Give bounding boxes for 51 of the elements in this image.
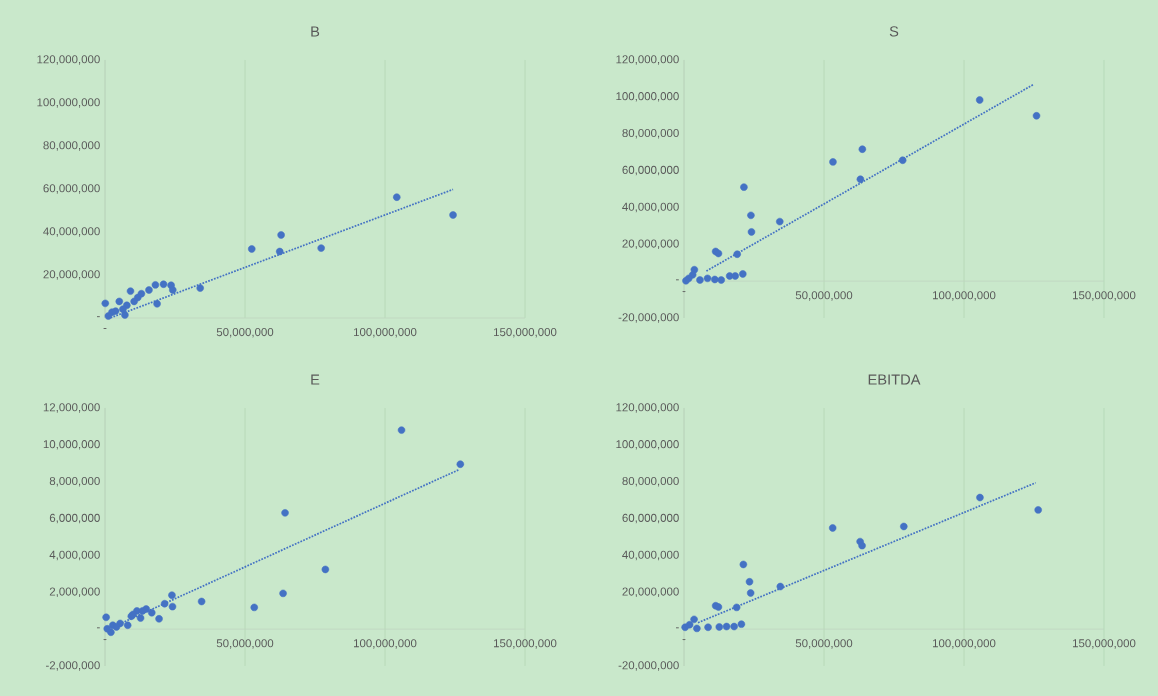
chart-title: B <box>311 26 320 37</box>
y-tick-label: -20,000,000 <box>618 661 679 671</box>
y-tick-label: 80,000,000 <box>622 128 679 139</box>
y-tick-label: 8,000,000 <box>49 476 100 487</box>
y-tick-label: 60,000,000 <box>622 513 679 524</box>
y-tick-label: 120,000,000 <box>616 55 679 65</box>
y-tick-label: -20,000,000 <box>618 313 679 323</box>
y-tick-label: 4,000,000 <box>49 550 100 561</box>
y-tick-label: - <box>96 627 100 629</box>
x-tick-label: - <box>103 328 107 329</box>
y-tick-label: 10,000,000 <box>43 440 100 450</box>
chart-title: S <box>889 26 899 37</box>
y-tick-label: 20,000,000 <box>622 239 679 250</box>
x-tick-label: 50,000,000 <box>216 639 274 649</box>
chart-title: EBITDA <box>868 374 921 385</box>
x-tick-label: 50,000,000 <box>795 291 853 301</box>
x-tick-label: 100,000,000 <box>354 639 417 649</box>
y-tick-label: 100,000,000 <box>616 92 679 102</box>
x-tick-label: 100,000,000 <box>354 328 417 338</box>
y-tick-label: 20,000,000 <box>622 587 679 597</box>
y-tick-label: 80,000,000 <box>43 141 100 151</box>
x-tick-label: - <box>682 639 686 641</box>
x-tick-label: 150,000,000 <box>1072 291 1136 301</box>
y-tick-label: 120,000,000 <box>616 403 679 413</box>
y-tick-label: 100,000,000 <box>37 98 100 108</box>
x-tick-label: 100,000,000 <box>932 639 996 649</box>
y-tick-label: 80,000,000 <box>622 476 679 487</box>
y-tick-label: 2,000,000 <box>49 587 100 597</box>
y-tick-label: -2,000,000 <box>45 661 100 671</box>
x-tick-label: 100,000,000 <box>932 291 996 301</box>
x-tick-label: 50,000,000 <box>795 639 853 649</box>
chart-title: E <box>311 374 320 385</box>
y-tick-label: - <box>96 316 100 318</box>
y-tick-label: - <box>675 627 679 629</box>
y-tick-label: 40,000,000 <box>622 550 679 561</box>
x-tick-label: 50,000,000 <box>216 328 274 338</box>
y-tick-label: 40,000,000 <box>622 202 679 213</box>
y-tick-label: 120,000,000 <box>37 55 100 65</box>
y-tick-label: 20,000,000 <box>43 270 100 280</box>
x-tick-label: - <box>103 639 107 641</box>
x-tick-label: 150,000,000 <box>494 328 557 338</box>
y-tick-label: - <box>675 279 679 281</box>
y-tick-label: 60,000,000 <box>43 184 100 194</box>
x-tick-label: - <box>682 291 686 293</box>
x-tick-label: 150,000,000 <box>1072 639 1136 649</box>
y-tick-label: 60,000,000 <box>622 165 679 176</box>
x-tick-label: 150,000,000 <box>494 639 557 649</box>
y-tick-label: 12,000,000 <box>43 403 100 413</box>
y-tick-label: 100,000,000 <box>616 440 679 450</box>
y-tick-label: 6,000,000 <box>49 513 100 524</box>
y-tick-label: 40,000,000 <box>43 227 100 237</box>
